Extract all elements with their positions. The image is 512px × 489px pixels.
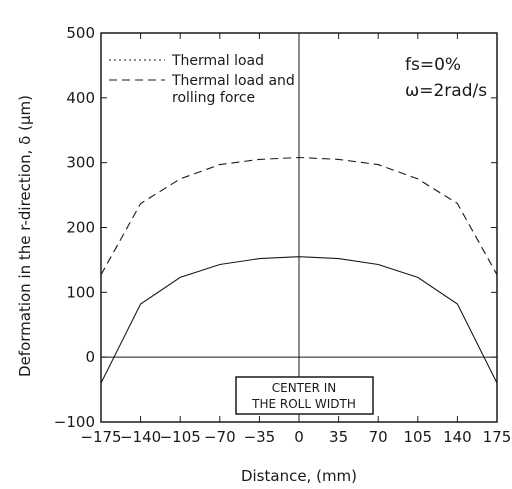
x-tick-label: −140 [120,428,161,446]
x-tick-label: 175 [483,428,512,446]
x-axis-ticks: −175−140−105 −70 −35 0 35 70 105 140 175 [80,33,511,446]
condition-fs: fs=0% [405,55,461,75]
condition-omega: ω=2rad/s [405,81,487,101]
y-tick-label: 400 [66,89,95,107]
center-annotation: CENTER IN THE ROLL WIDTH [235,376,374,415]
x-tick-label: 0 [294,428,304,446]
y-tick-label: 0 [85,348,95,366]
series-thermal-rolling-line [100,156,498,276]
x-tick-label: −105 [160,428,201,446]
x-axis-label: Distance, (mm) [241,467,357,485]
x-tick-label: −175 [80,428,121,446]
y-tick-label: 500 [66,24,95,42]
y-tick-label: 300 [66,154,95,172]
x-tick-label: 140 [443,428,472,446]
y-tick-label: 100 [66,283,95,301]
x-tick-label: 105 [403,428,432,446]
annotation-box [235,376,374,415]
y-tick-label: 200 [66,219,95,237]
y-axis-ticks: −100 0 100 200 300 400 500 [54,24,497,431]
series-thermal-load-line [100,256,498,384]
legend-label-thermal-load: Thermal load [171,53,264,69]
y-axis-label: Deformation in the r-direction, δ (μm) [16,95,34,377]
y-tick-label: −100 [54,413,95,431]
annotation-line-2: THE ROLL WIDTH [251,397,356,411]
legend-label-thermal-rolling-1: Thermal load and [171,73,295,89]
x-tick-label: 70 [369,428,388,446]
annotation-line-1: CENTER IN [272,381,337,395]
legend-label-thermal-rolling-2: rolling force [172,90,255,106]
series-layer [100,156,498,384]
legend: Thermal load Thermal load and rolling fo… [109,53,295,106]
x-tick-label: −35 [244,428,276,446]
x-tick-label: 35 [329,428,348,446]
x-tick-label: −70 [204,428,236,446]
